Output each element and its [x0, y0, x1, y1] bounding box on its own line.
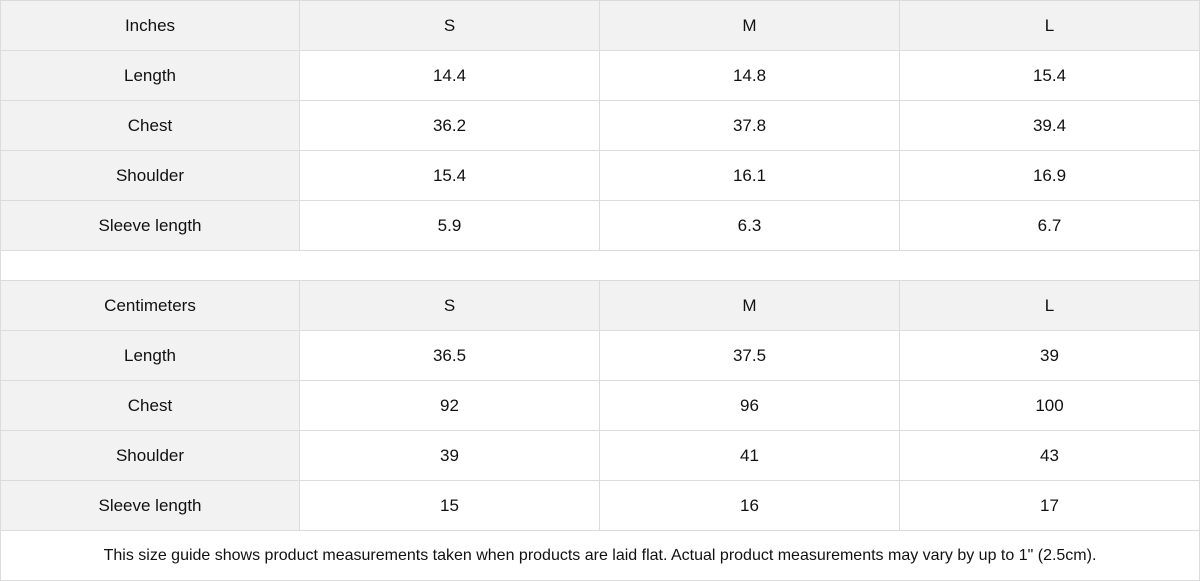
measurement-value: 6.3: [600, 201, 900, 251]
measurement-value: 6.7: [900, 201, 1200, 251]
measurement-label: Chest: [0, 101, 300, 151]
measurement-value: 14.8: [600, 51, 900, 101]
measurement-value: 14.4: [300, 51, 600, 101]
measurement-value: 43: [900, 431, 1200, 481]
measurement-value: 16.1: [600, 151, 900, 201]
measurement-label: Shoulder: [0, 431, 300, 481]
measurement-value: 37.5: [600, 331, 900, 381]
measurement-value: 36.2: [300, 101, 600, 151]
table-spacer: [0, 251, 1200, 281]
measurement-value: 15: [300, 481, 600, 531]
measurement-value: 5.9: [300, 201, 600, 251]
measurement-value: 36.5: [300, 331, 600, 381]
measurement-value: 16: [600, 481, 900, 531]
measurement-value: 96: [600, 381, 900, 431]
centimeters-table: Centimeters S M L Length 36.5 37.5 39 Chest 92 96 1…: [0, 281, 1200, 531]
measurement-value: 41: [600, 431, 900, 481]
size-header: M: [600, 1, 900, 51]
measurement-value: 92: [300, 381, 600, 431]
measurement-value: 17: [900, 481, 1200, 531]
measurement-label: Shoulder: [0, 151, 300, 201]
measurement-value: 15.4: [900, 51, 1200, 101]
measurement-label: Sleeve length: [0, 481, 300, 531]
measurement-value: 39: [300, 431, 600, 481]
size-header: S: [300, 281, 600, 331]
size-header: M: [600, 281, 900, 331]
measurement-label: Length: [0, 331, 300, 381]
size-header: L: [900, 1, 1200, 51]
measurement-label: Length: [0, 51, 300, 101]
measurement-value: 37.8: [600, 101, 900, 151]
measurement-value: 15.4: [300, 151, 600, 201]
size-header: S: [300, 1, 600, 51]
measurement-label: Sleeve length: [0, 201, 300, 251]
measurement-label: Chest: [0, 381, 300, 431]
size-header: L: [900, 281, 1200, 331]
inches-table: Inches S M L Length 14.4 14.8 15.4 Chest 36.2 37.8…: [0, 0, 1200, 251]
measurement-value: 100: [900, 381, 1200, 431]
measurement-value: 39: [900, 331, 1200, 381]
measurement-value: 39.4: [900, 101, 1200, 151]
unit-header: Inches: [0, 1, 300, 51]
measurement-value: 16.9: [900, 151, 1200, 201]
size-guide-note: This size guide shows product measuremen…: [0, 531, 1200, 581]
unit-header: Centimeters: [0, 281, 300, 331]
